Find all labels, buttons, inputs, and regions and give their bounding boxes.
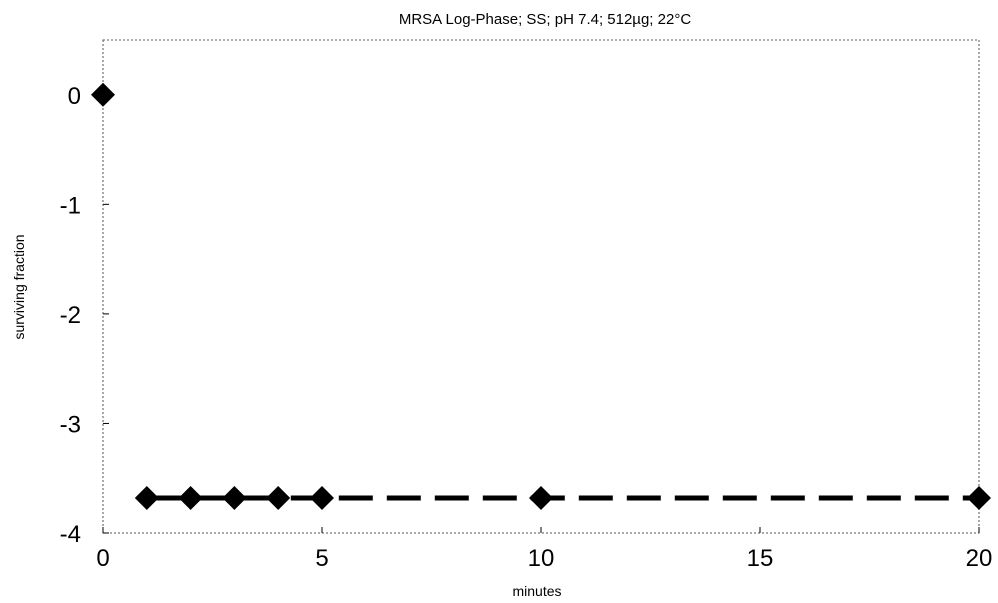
data-point-diamond	[91, 82, 115, 107]
data-point-diamond	[222, 485, 247, 510]
x-tick-label: 5	[315, 545, 328, 572]
y-tick-label: -3	[60, 411, 81, 438]
data-point-diamond	[134, 485, 159, 510]
data-point-diamond	[967, 485, 991, 510]
plot-frame	[102, 39, 980, 534]
x-tick-label: 15	[747, 545, 774, 572]
data-point-diamond	[178, 485, 203, 510]
chart-title: MRSA Log-Phase; SS; pH 7.4; 512µg; 22°C	[399, 11, 691, 28]
y-tick-label: 0	[68, 83, 81, 110]
y-tick-label: -2	[60, 302, 81, 329]
data-point-diamond	[266, 485, 291, 510]
data-point-diamond	[529, 485, 553, 510]
y-tick-label: -1	[60, 192, 81, 219]
x-tick-label: 0	[96, 545, 109, 572]
x-tick-label: 10	[528, 545, 555, 572]
x-axis-ticks: 0 5 10 15 20	[96, 527, 992, 572]
x-tick-label: 20	[966, 545, 993, 572]
x-axis-title: minutes	[512, 583, 561, 599]
series-layer	[91, 82, 991, 510]
y-axis-ticks: 0 -1 -2 -3 -4	[60, 83, 109, 548]
y-axis-title: surviving fraction	[11, 234, 27, 339]
y-tick-label: -4	[60, 521, 81, 548]
data-point-diamond	[310, 485, 334, 510]
